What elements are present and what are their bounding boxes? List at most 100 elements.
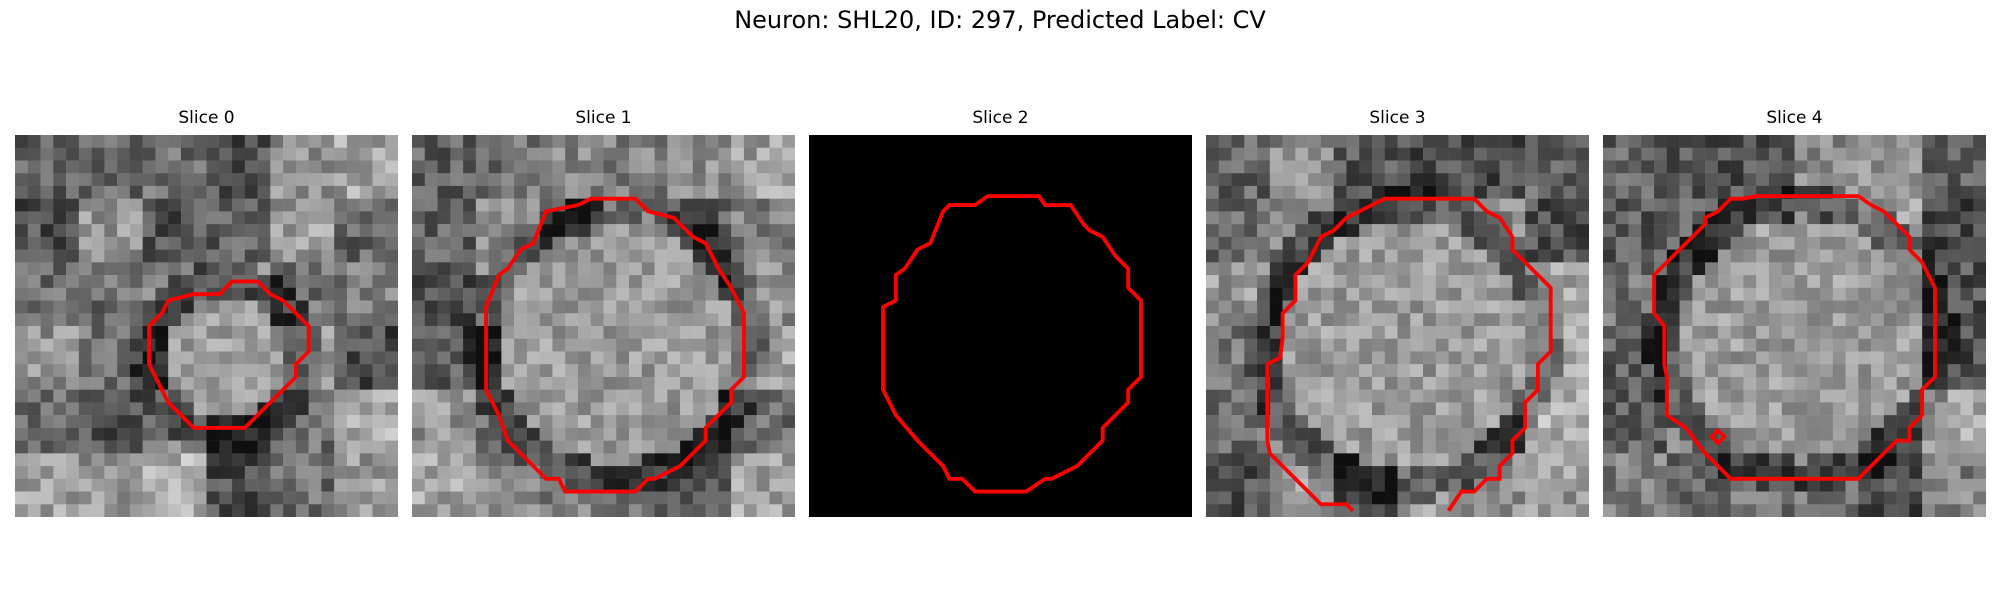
pixel [1435,147,1449,161]
pixel [1615,211,1629,225]
pixel [1883,236,1897,250]
pixel [1512,376,1526,390]
pixel [1845,376,1859,390]
pixel [1371,504,1385,517]
pixel [1218,338,1232,352]
pixel [1448,287,1462,301]
pixel [1896,389,1910,403]
pixel [692,198,706,212]
pixel [232,338,246,352]
pixel [385,453,398,467]
pixel [346,478,360,492]
pixel [1960,351,1974,365]
pixel [1960,287,1974,301]
pixel [1756,300,1770,314]
pixel [1756,198,1770,212]
pixel [1333,236,1347,250]
pixel [1654,453,1668,467]
pixel [412,491,426,505]
pixel [15,287,29,301]
pixel [1218,185,1232,199]
pixel [117,466,131,480]
pixel [475,415,489,429]
pixel [283,491,297,505]
pixel [412,262,426,276]
pixel [1807,224,1821,238]
pixel [66,326,80,339]
pixel [1397,224,1411,238]
pixel [346,402,360,416]
pixel [1679,249,1693,263]
pixel [155,147,169,161]
pixel [1692,415,1706,429]
pixel [1807,173,1821,187]
pixel [1909,224,1923,238]
pixel [1423,376,1437,390]
pixel [501,287,515,301]
pixel [450,300,464,314]
pixel [680,287,694,301]
pixel [552,504,566,517]
pixel [1371,262,1385,276]
pixel [1550,326,1564,339]
pixel [424,338,438,352]
pixel [219,491,233,505]
pixel [359,376,373,390]
pixel [412,466,426,480]
pixel [1448,376,1462,390]
pixel [1499,313,1513,327]
pixel [1845,249,1859,263]
pixel [1410,351,1424,365]
pixel [731,351,745,365]
pixel [1397,466,1411,480]
pixel [1960,389,1974,403]
pixel [1871,262,1885,276]
pixel [1244,313,1258,327]
pixel [180,313,194,327]
pixel [539,326,553,339]
pixel [1692,135,1706,148]
pixel [1909,440,1923,454]
pixel [616,415,630,429]
pixel [1537,364,1551,378]
pixel [1359,376,1373,390]
pixel [1244,338,1258,352]
pixel [1397,262,1411,276]
pixel [283,313,297,327]
pixel [1423,147,1437,161]
pixel [1206,236,1220,250]
pixel [270,185,284,199]
pixel [1218,262,1232,276]
pixel [1320,287,1334,301]
pixel [27,185,41,199]
pixel [155,478,169,492]
pixel [1654,376,1668,390]
pixel [424,364,438,378]
pixel [1576,453,1589,467]
pixel [1423,478,1437,492]
pixel [1512,478,1526,492]
pixel [321,364,335,378]
pixel [1397,236,1411,250]
pixel [1461,453,1475,467]
pixel [680,236,694,250]
pixel [104,211,118,225]
pixel [1269,376,1283,390]
pixel [1435,440,1449,454]
pixel [53,351,67,365]
pixel [424,262,438,276]
pixel [1384,147,1398,161]
pixel [616,160,630,174]
pixel [629,236,643,250]
pixel [1654,402,1668,416]
pixel [1922,478,1936,492]
pixel [1371,147,1385,161]
pixel [437,427,451,441]
pixel [731,491,745,505]
pixel [155,287,169,301]
pixel [1717,224,1731,238]
pixel [1384,453,1398,467]
pixel [1896,287,1910,301]
pixel [321,478,335,492]
pixel [180,326,194,339]
